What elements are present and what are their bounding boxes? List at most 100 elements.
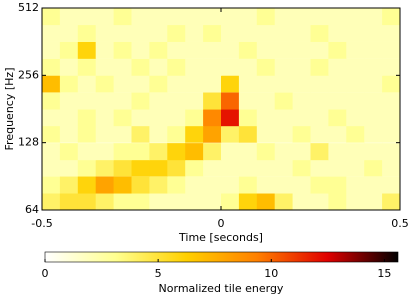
heat-cell xyxy=(113,92,132,110)
heat-cell xyxy=(364,92,383,110)
heat-cell xyxy=(131,75,150,93)
heat-cell xyxy=(274,125,294,143)
heat-cell xyxy=(113,193,132,211)
heat-cell xyxy=(238,109,258,127)
heat-cell xyxy=(364,109,383,127)
heat-cell xyxy=(274,193,294,211)
heat-cell xyxy=(95,159,115,177)
heatmap xyxy=(42,8,401,211)
heat-cell xyxy=(167,176,186,194)
heat-cell xyxy=(167,24,186,42)
heat-cell xyxy=(131,41,150,59)
heat-cell xyxy=(95,58,115,76)
heat-cell xyxy=(274,176,294,194)
heat-cell xyxy=(131,159,150,177)
heat-cell xyxy=(382,193,401,211)
heat-cell xyxy=(113,41,132,59)
heat-cell xyxy=(221,143,240,161)
heat-cell xyxy=(238,125,258,143)
colorbar-tick-label: 15 xyxy=(377,267,391,280)
heat-cell xyxy=(59,92,79,110)
heat-cell xyxy=(59,8,79,26)
heat-cell xyxy=(167,41,186,59)
heat-cell xyxy=(256,125,276,143)
heat-cell xyxy=(256,176,276,194)
heat-cell xyxy=(292,193,311,211)
heat-cell xyxy=(42,176,61,194)
heat-cell xyxy=(364,58,383,76)
heat-cell xyxy=(364,8,383,26)
heat-cell xyxy=(346,41,365,59)
heat-cell xyxy=(185,41,204,59)
heat-cell xyxy=(95,125,115,143)
heat-cell xyxy=(310,24,329,42)
heat-cell xyxy=(95,109,115,127)
heat-cell xyxy=(292,75,311,93)
heat-cell xyxy=(364,193,383,211)
heat-cell xyxy=(113,159,132,177)
heat-cell xyxy=(167,92,186,110)
heat-cell xyxy=(131,143,150,161)
heat-cell xyxy=(167,125,186,143)
heat-cell xyxy=(221,24,240,42)
heat-cell xyxy=(382,176,401,194)
colorbar-tick-label: 0 xyxy=(42,267,49,280)
heat-cell xyxy=(328,193,347,211)
heat-cell xyxy=(149,159,168,177)
heat-cell xyxy=(328,109,347,127)
heat-cell xyxy=(292,58,311,76)
heat-cell xyxy=(42,24,61,42)
y-tick-label: 64 xyxy=(25,203,39,216)
heat-cell xyxy=(149,125,168,143)
heat-cell xyxy=(328,159,347,177)
heat-cell xyxy=(328,24,347,42)
heat-cell xyxy=(292,24,311,42)
heat-cell xyxy=(221,92,240,110)
heat-cell xyxy=(382,92,401,110)
heat-cell xyxy=(238,92,258,110)
heat-cell xyxy=(256,41,276,59)
heat-cell xyxy=(42,8,61,26)
heat-cell xyxy=(95,193,115,211)
heat-cell xyxy=(42,193,61,211)
heat-cell xyxy=(328,92,347,110)
heat-cell xyxy=(238,176,258,194)
heat-cell xyxy=(185,8,204,26)
heat-cell xyxy=(77,75,97,93)
heat-cell xyxy=(185,24,204,42)
heat-cell xyxy=(274,143,294,161)
heat-cell xyxy=(77,41,97,59)
heat-cell xyxy=(310,109,329,127)
heat-cell xyxy=(185,58,204,76)
heat-cell xyxy=(185,92,204,110)
heat-cell xyxy=(185,159,204,177)
heat-cell xyxy=(328,58,347,76)
heat-cell xyxy=(382,125,401,143)
heat-cell xyxy=(77,159,97,177)
heat-cell xyxy=(59,159,79,177)
heat-cell xyxy=(185,75,204,93)
heat-cell xyxy=(256,159,276,177)
heat-cell xyxy=(256,109,276,127)
heat-cell xyxy=(77,193,97,211)
heat-cell xyxy=(113,109,132,127)
heat-cell xyxy=(256,58,276,76)
heat-cell xyxy=(77,143,97,161)
heat-cell xyxy=(95,8,115,26)
heat-cell xyxy=(203,24,222,42)
heat-cell xyxy=(292,41,311,59)
heat-cell xyxy=(167,143,186,161)
heat-cell xyxy=(221,176,240,194)
heat-cell xyxy=(256,8,276,26)
heat-cell xyxy=(274,8,294,26)
heat-cell xyxy=(131,8,150,26)
heat-cell xyxy=(310,193,329,211)
heat-cell xyxy=(59,75,79,93)
heat-cell xyxy=(328,8,347,26)
heat-cell xyxy=(149,92,168,110)
heat-cell xyxy=(364,176,383,194)
heat-cell xyxy=(113,58,132,76)
heat-cell xyxy=(382,24,401,42)
heat-cell xyxy=(292,8,311,26)
heat-cell xyxy=(274,58,294,76)
